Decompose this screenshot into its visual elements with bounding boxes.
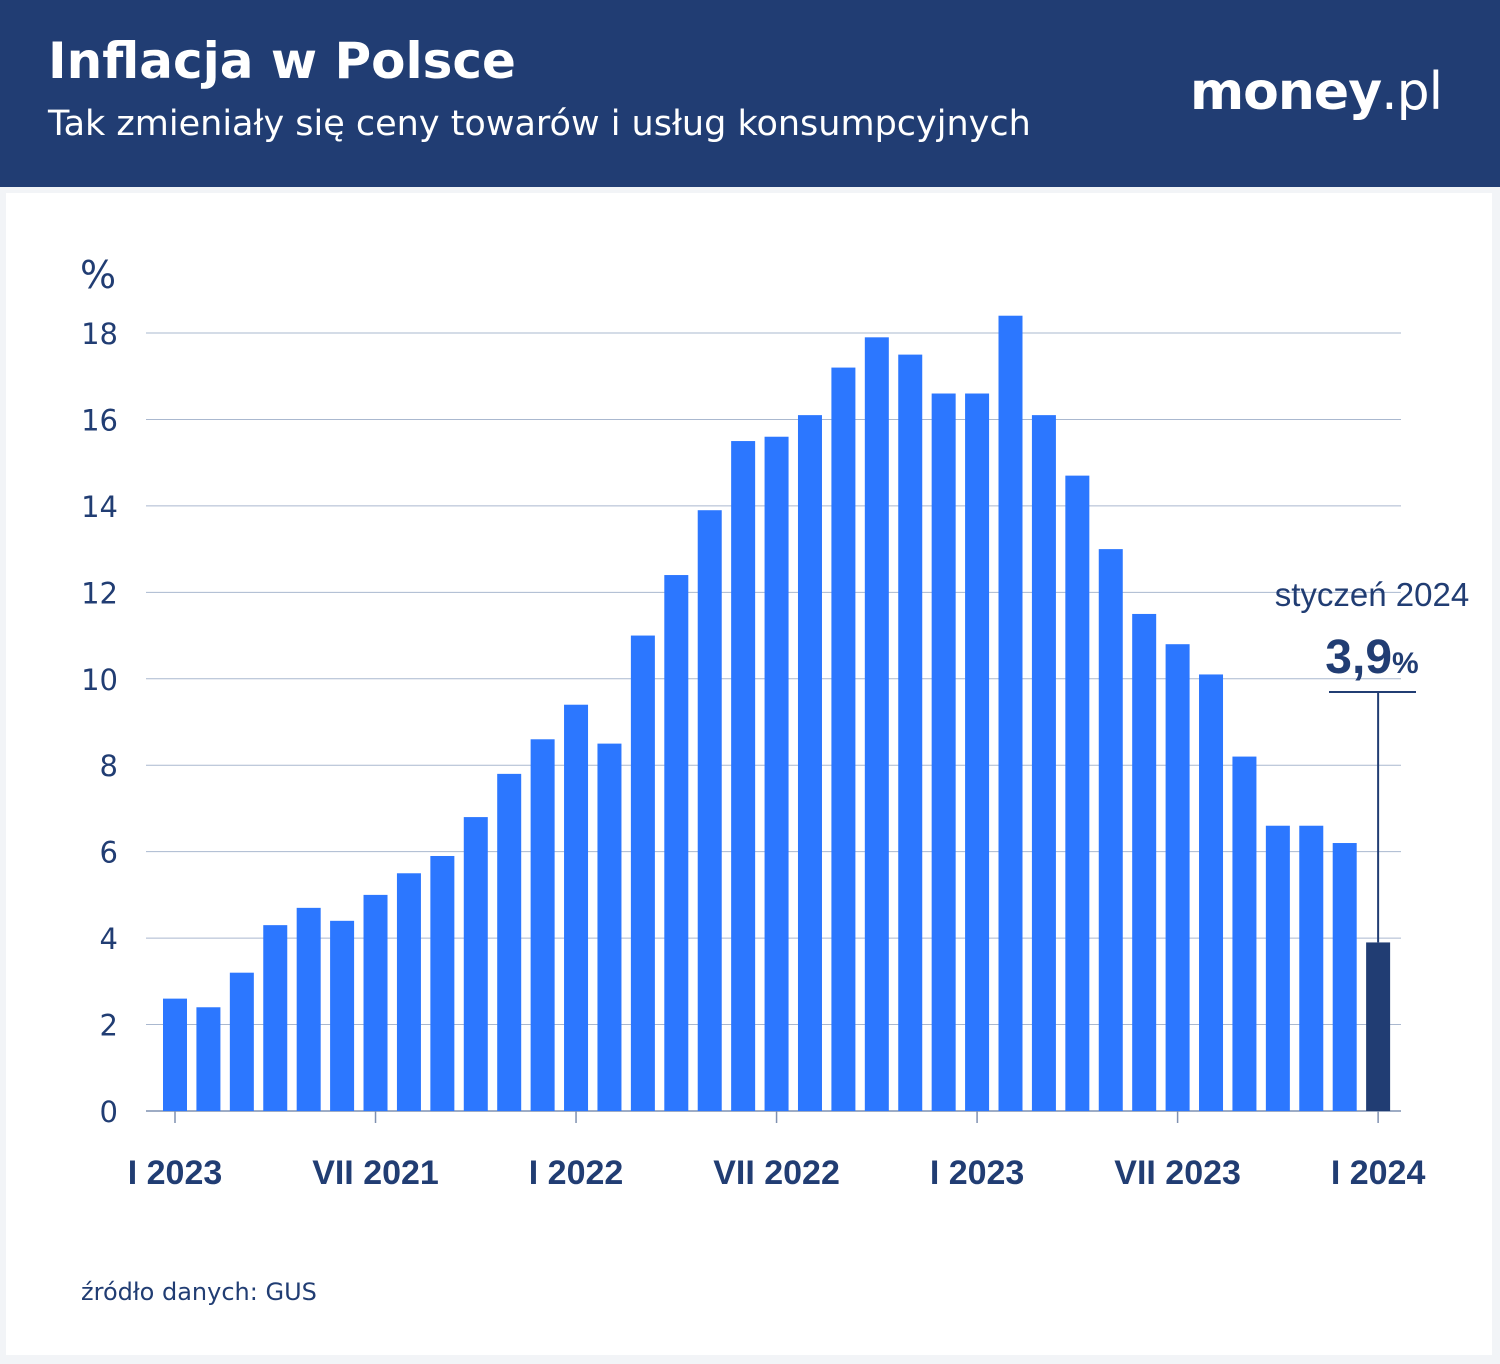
bar	[1132, 613, 1157, 1111]
x-tick-label: I 2022	[529, 1154, 624, 1192]
logo-suffix: .pl	[1381, 62, 1443, 122]
bar	[597, 743, 622, 1111]
bar	[1232, 756, 1257, 1111]
bar	[1165, 644, 1190, 1111]
bar	[1065, 475, 1090, 1112]
page-subtitle: Tak zmieniały się ceny towarów i usług k…	[48, 104, 1031, 144]
bar	[664, 575, 689, 1111]
y-tick-label: 16	[81, 403, 118, 437]
bar	[530, 739, 555, 1111]
bar	[229, 972, 254, 1111]
bar	[1098, 549, 1123, 1111]
bar	[463, 817, 488, 1111]
y-axis-label: %	[80, 253, 116, 297]
bar	[1031, 415, 1056, 1112]
y-tick-label: 8	[100, 749, 118, 783]
money-pl-logo: money.pl	[1190, 62, 1443, 122]
y-tick-label: 2	[100, 1009, 118, 1043]
bar	[564, 704, 589, 1111]
y-tick-label: 4	[100, 922, 118, 956]
header-banner: Inflacja w Polsce Tak zmieniały się ceny…	[0, 0, 1500, 187]
inflation-bar-chart: 0 2 4 6 8 10 12 14 16 18% I 2023 VII 2021 I 2022 VII …	[80, 253, 1469, 1192]
x-tick-label: VII 2021	[312, 1154, 439, 1192]
bar	[363, 894, 388, 1111]
y-tick-label: 6	[100, 836, 118, 870]
y-tick-label: 12	[81, 576, 118, 610]
bar	[296, 907, 321, 1111]
x-tick-label: VII 2022	[713, 1154, 840, 1192]
bar	[1265, 825, 1290, 1111]
x-tick-label: VII 2023	[1114, 1154, 1241, 1192]
y-tick-label: 18	[81, 317, 118, 351]
bar	[998, 315, 1023, 1111]
bar	[430, 855, 455, 1111]
bar	[731, 441, 756, 1111]
bar-highlight	[1366, 942, 1391, 1111]
bar	[330, 920, 355, 1111]
bar	[1299, 825, 1324, 1111]
chart-panel: 0 2 4 6 8 10 12 14 16 18% I 2023 VII 2021 I 2022 VII …	[6, 193, 1492, 1355]
bar	[163, 998, 187, 1111]
bar	[864, 337, 889, 1111]
bar	[497, 773, 522, 1111]
bar	[196, 1007, 221, 1111]
x-tick-label: I 2023	[128, 1154, 223, 1192]
y-tick-label: 0	[100, 1095, 118, 1129]
annotation-value: 3,9%	[1325, 631, 1418, 684]
annotation-label: styczeń 2024	[1275, 576, 1469, 613]
bar	[630, 635, 655, 1111]
bar	[1332, 843, 1357, 1111]
page-title: Inflacja w Polsce	[48, 32, 516, 90]
x-tick-label: I 2024	[1331, 1154, 1426, 1192]
bar	[797, 415, 822, 1112]
data-source-note: źródło danych: GUS	[81, 1278, 317, 1306]
logo-main: money	[1190, 62, 1382, 122]
bar	[831, 367, 856, 1111]
bar	[931, 393, 956, 1111]
bar	[1199, 674, 1224, 1111]
y-tick-label: 10	[81, 663, 118, 697]
bar	[965, 393, 990, 1111]
annotation-value-number: 3,9	[1325, 631, 1392, 684]
bar	[396, 873, 421, 1111]
annotation-value-unit: %	[1392, 647, 1419, 680]
bar	[697, 510, 722, 1111]
bar	[263, 925, 288, 1111]
bar	[764, 436, 789, 1111]
y-tick-label: 14	[81, 490, 118, 524]
x-tick-label: I 2023	[930, 1154, 1025, 1192]
bar	[898, 354, 923, 1112]
